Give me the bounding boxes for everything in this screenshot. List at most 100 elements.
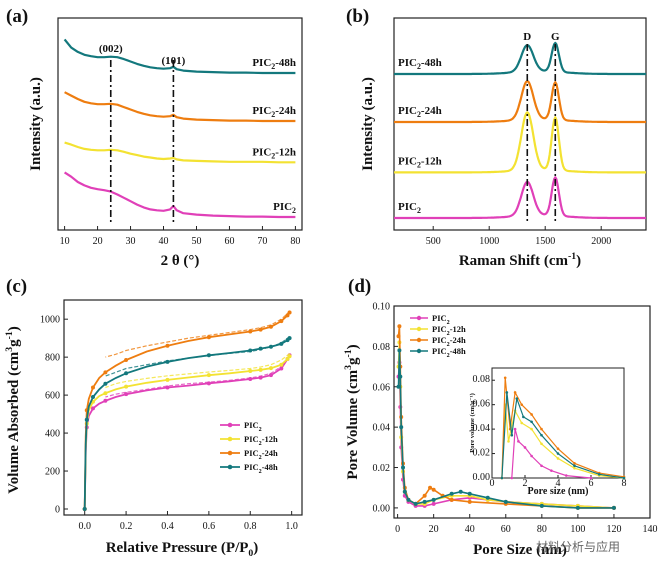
data-point — [503, 499, 508, 504]
inset-data-point — [515, 397, 519, 400]
panel-c: (c) Volume Absorbed (cm3g-1) Relative Pr… — [4, 276, 303, 559]
x-tick-label: 140 — [643, 524, 658, 535]
x-tick-label: 0 — [395, 524, 400, 535]
inset-data-point — [556, 452, 560, 455]
data-point — [458, 489, 463, 494]
x-tick-label: 20 — [93, 236, 103, 247]
data-point — [248, 369, 253, 374]
inset-data-point — [520, 421, 523, 425]
inset-data-point — [530, 413, 533, 416]
inset-data-point — [556, 447, 560, 450]
x-tick-label: 80 — [537, 524, 547, 535]
desorption-line-pic2-48h — [105, 335, 291, 377]
data-point — [165, 343, 170, 348]
x-tick-label: 10 — [60, 236, 70, 247]
series-label-pic2-24h: PIC2-24h — [398, 105, 442, 119]
y-tick-label: 1000 — [40, 315, 60, 326]
inset-x-axis-title: Pore size (nm) — [528, 486, 589, 497]
inset-data-point — [517, 440, 520, 443]
panel-a: (a) Intensity (a.u.) 2 θ (°) 10 20 30 40 50 6… — [6, 6, 303, 269]
series-line-pic2-24h — [64, 91, 296, 123]
data-point — [398, 374, 403, 379]
legend-label-pic2-48h: PIC2-48h — [244, 462, 278, 475]
peak-label: (101) — [161, 55, 185, 67]
inset-y-tick-label: 0.00 — [473, 472, 491, 483]
inset-data-point — [503, 376, 507, 380]
inset-data-point — [622, 476, 626, 480]
data-point — [90, 395, 95, 400]
data-point — [82, 507, 87, 511]
desorption-line-pic2 — [105, 354, 291, 398]
x-tick-label: 0.4 — [161, 521, 174, 532]
legend-marker — [416, 326, 422, 332]
data-point — [103, 381, 108, 386]
inset-data-point — [540, 433, 543, 437]
data-point — [539, 503, 544, 508]
series-line-pic2-12h — [64, 141, 296, 164]
series-line-pic2-48h — [397, 350, 614, 509]
y-tick-label: 800 — [45, 353, 60, 364]
legend-label-pic2-48h: PIC2-48h — [432, 346, 466, 359]
data-point — [206, 335, 211, 340]
x-tick-label: 500 — [426, 236, 441, 247]
data-point — [90, 385, 95, 390]
adsorption-line-pic2-48h — [83, 337, 291, 510]
x-tick-label: 0.2 — [120, 521, 133, 532]
data-point — [485, 495, 490, 500]
data-point — [575, 505, 580, 510]
plot-frame-a — [57, 17, 303, 231]
x-tick-label: 70 — [257, 236, 267, 247]
x-tick-label: 30 — [126, 236, 136, 247]
x-tick-label: 50 — [191, 236, 201, 247]
inset-data-point — [522, 415, 525, 419]
data-point — [396, 384, 401, 389]
y-axis-title-c: Volume Absorbed (cm3g-1) — [4, 326, 22, 493]
data-point — [401, 465, 406, 470]
x-tick-label: 1000 — [479, 236, 499, 247]
x-tick-label: 60 — [224, 236, 234, 247]
inset-data-point — [597, 473, 601, 476]
inset-data-point — [507, 440, 510, 443]
series-label-pic2: PIC2 — [273, 201, 296, 215]
peak-label: D — [523, 31, 531, 43]
legend-label-pic2-24h: PIC2-24h — [432, 335, 466, 348]
x-axis-title-c: Relative Pressure (P/P0) — [106, 540, 259, 559]
x-tick-label: 40 — [465, 524, 475, 535]
data-point — [165, 377, 170, 382]
y-tick-label: 400 — [45, 429, 60, 440]
series-label-pic2-24h: PIC2-24h — [252, 105, 296, 119]
data-point — [248, 329, 253, 334]
data-point — [431, 501, 436, 506]
series-line-pic2 — [63, 171, 296, 219]
data-point — [84, 417, 89, 422]
y-axis-title-d: Pore Volume (cm3g-1) — [343, 344, 361, 479]
series-label-pic2: PIC2 — [398, 201, 421, 215]
inset-x-tick-label: 4 — [556, 478, 561, 489]
x-axis-title-a: 2 θ (°) — [161, 253, 200, 269]
x-tick-label: 20 — [429, 524, 439, 535]
inset-data-point — [540, 464, 543, 468]
legend-marker — [416, 315, 422, 321]
data-point — [449, 491, 454, 496]
inset-x-tick-label: 6 — [589, 478, 594, 489]
legend-marker — [227, 464, 233, 470]
inset-data-point — [530, 420, 533, 424]
panel-b: (b) Intensity (a.u.) Raman Shift (cm-1) … — [346, 6, 647, 269]
data-point — [90, 406, 95, 411]
x-tick-label: 0.6 — [203, 521, 216, 532]
data-point — [422, 493, 427, 498]
data-point — [285, 313, 290, 318]
x-tick-label: 80 — [290, 236, 300, 247]
x-tick-label: 2000 — [591, 236, 611, 247]
y-tick-label: 600 — [45, 391, 60, 402]
data-point — [268, 373, 273, 378]
panel-d-letter: (d) — [348, 276, 371, 297]
data-point — [422, 499, 427, 504]
inset-frame — [491, 367, 625, 479]
panel-d: (d) Pore Volume (cm3g-1) Pore Size (nm) … — [343, 276, 658, 558]
inset-y-axis-title: Pore volume (cm³g⁻¹) — [469, 393, 476, 453]
data-point — [428, 485, 433, 490]
data-point — [449, 497, 454, 502]
inset-y-tick-label: 0.06 — [473, 399, 491, 410]
inset-x-tick-label: 2 — [523, 478, 528, 489]
